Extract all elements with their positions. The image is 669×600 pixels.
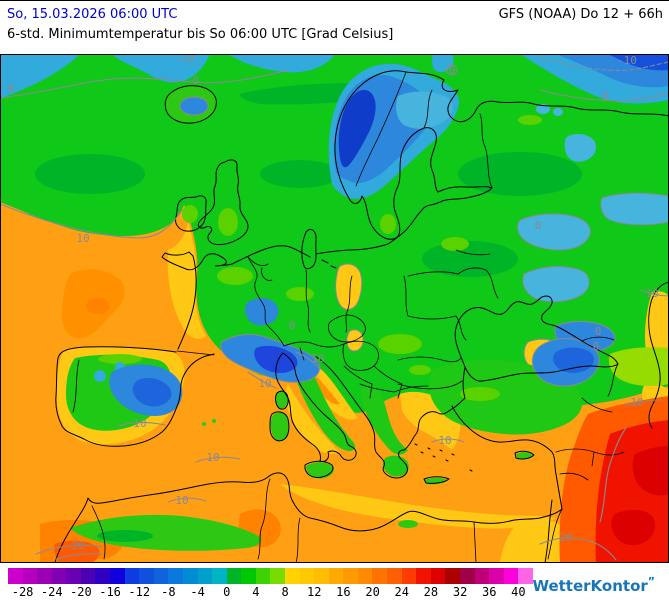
contour-label: 10: [438, 434, 451, 447]
legend-color-segment: [518, 568, 533, 584]
legend-color-segment: [95, 568, 111, 584]
legend-color-segment: [37, 568, 52, 584]
legend-color-segment: [372, 568, 388, 584]
legend-tick: -8: [161, 585, 176, 599]
contour-label: 10: [630, 396, 643, 409]
legend-color-segment: [430, 568, 446, 584]
temperature-regions: [0, 54, 669, 563]
model-run-label: GFS (NOAA) Do 12 + 66h: [498, 7, 663, 22]
contour-label: 10: [133, 417, 146, 430]
legend-color-segment: [284, 568, 300, 584]
wetterkontor-logo: WetterKontor”: [532, 575, 655, 595]
legend-color-segment: [80, 568, 96, 584]
legend-color-segment: [270, 568, 285, 584]
legend-tick: -24: [40, 585, 63, 599]
legend-tick: -12: [128, 585, 151, 599]
legend-color-segment: [343, 568, 358, 584]
map-title: 6-std. Minimumtemperatur bis So 06:00 UT…: [7, 27, 394, 42]
contour-labels: -10 0 0 -10 0 0 0 0 0 0 10 10 10 10 10 10 10 10 10 20 20: [8, 54, 659, 552]
legend-tick: -4: [190, 585, 205, 599]
contour-label: 0: [602, 90, 609, 103]
legend-tick: 4: [252, 585, 260, 599]
logo-quote-icon: ”: [647, 575, 655, 588]
legend-color-segment: [66, 568, 81, 584]
legend-color-segment: [489, 568, 504, 584]
legend-tick: 32: [452, 585, 468, 599]
legend-color-segment: [328, 568, 344, 584]
legend-color-segment: [416, 568, 431, 584]
contour-label: 10: [175, 494, 188, 507]
contour-lines: [0, 57, 669, 561]
contour-label: 10: [645, 287, 658, 300]
legend-color-segment: [51, 568, 67, 584]
legend-tick: 24: [394, 585, 409, 599]
coastlines: [54, 70, 669, 563]
weather-map: -10 0 0 -10 0 0 0 0 0 0 10 10 10 10 10 10 10 10 10 20 20: [0, 54, 669, 563]
contour-label: 10: [258, 377, 271, 390]
legend-tick: -16: [99, 585, 121, 599]
legend-color-segment: [182, 568, 198, 584]
contour-label: 0: [595, 325, 602, 338]
legend-color-segment: [299, 568, 315, 584]
legend-color-segment: [226, 568, 242, 584]
legend-ticks: -28 -24 -20 -16 -12 -8 -4 0 4 8 12 16 20 24 28 32 36 40: [0, 585, 669, 599]
legend-color-segment: [241, 568, 256, 584]
legend-color-segment: [445, 568, 460, 584]
legend-color-segment: [212, 568, 227, 584]
legend-color-segment: [139, 568, 154, 584]
page-top-border: [0, 0, 669, 1]
contour-label: 10: [76, 232, 89, 245]
contour-label: 0: [289, 319, 296, 332]
legend-color-segment: [255, 568, 271, 584]
contour-label: 10: [311, 352, 324, 365]
legend-tick: 20: [365, 585, 380, 599]
legend-color-segment: [401, 568, 417, 584]
legend-tick: 12: [307, 585, 322, 599]
legend-color-segment: [357, 568, 373, 584]
legend-tick: 8: [281, 585, 289, 599]
legend-color-segment: [314, 568, 329, 584]
legend-color-segment: [153, 568, 169, 584]
legend-tick: 28: [423, 585, 439, 599]
forecast-datetime: So, 15.03.2026 06:00 UTC: [7, 7, 178, 22]
legend-color-segment: [124, 568, 140, 584]
contour-label: 0: [535, 219, 542, 232]
contour-label: -10: [175, 54, 195, 65]
contour-label: 10: [206, 451, 219, 464]
legend-color-segment: [387, 568, 402, 584]
legend-tick: -20: [70, 585, 92, 599]
legend-bar: [8, 568, 533, 584]
contour-label: 0: [193, 74, 200, 87]
legend-color-segment: [197, 568, 213, 584]
legend-tick: 36: [482, 585, 497, 599]
legend-color-segment: [168, 568, 183, 584]
legend-color-segment: [8, 568, 23, 584]
contour-label: 0: [449, 64, 456, 77]
contour-label: 0: [593, 340, 600, 353]
legend-tick: 0: [223, 585, 231, 599]
contour-label: 0: [8, 82, 15, 95]
legend-tick: -28: [11, 585, 34, 599]
legend-color-segment: [110, 568, 125, 584]
country-borders: [72, 71, 625, 563]
legend-tick: 40: [511, 585, 526, 599]
contour-label: 20: [71, 539, 84, 552]
legend-color-segment: [503, 568, 519, 584]
legend-tick: 16: [336, 585, 351, 599]
legend-color-segment: [459, 568, 475, 584]
legend-color-segment: [22, 568, 38, 584]
contour-label: 20: [559, 531, 572, 544]
legend-color-segment: [474, 568, 490, 584]
wetterkontor-logo-text: WetterKontor: [532, 577, 648, 595]
contour-label: -10: [617, 54, 637, 67]
